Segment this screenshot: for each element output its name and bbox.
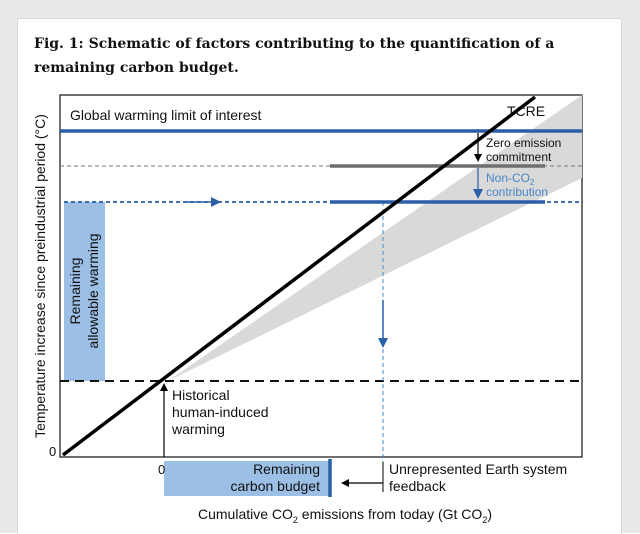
unrepresented-label-1: Unrepresented Earth system — [389, 461, 567, 477]
x-zero-label: 0 — [158, 462, 165, 477]
global-limit-label: Global warming limit of interest — [70, 107, 262, 123]
y-axis-label: Temperature increase since preindustrial… — [32, 114, 48, 438]
historical-label-1: Historical — [172, 387, 230, 403]
remaining-carbon-budget-box — [164, 461, 330, 496]
figure-card — [17, 18, 622, 534]
tcre-line — [61, 95, 537, 457]
tcre-label: TCRE — [507, 103, 545, 119]
non-co2-label-2: contribution — [486, 185, 548, 199]
unrepresented-label-2: feedback — [389, 478, 447, 494]
non-co2-label-1: Non-CO2 — [486, 171, 535, 187]
remaining-warming-label-2: allowable warming — [85, 233, 101, 348]
remaining-budget-label-2: carbon budget — [230, 478, 320, 494]
remaining-warming-label-1: Remaining — [67, 258, 83, 325]
remaining-allowable-warming-box — [64, 202, 105, 381]
historical-label-2: human-induced — [172, 404, 269, 420]
plot-frame — [59, 94, 583, 458]
zero-emission-label-2: commitment — [486, 150, 552, 164]
zero-emission-label-1: Zero emission — [486, 136, 561, 150]
y-zero-label: 0 — [49, 444, 56, 459]
remaining-budget-label-1: Remaining — [253, 461, 320, 477]
x-axis-label: Cumulative CO2 emissions from today (Gt … — [198, 506, 492, 525]
historical-label-3: warming — [171, 421, 225, 437]
figure-caption: Fig. 1: Schematic of factors contributin… — [34, 36, 555, 76]
